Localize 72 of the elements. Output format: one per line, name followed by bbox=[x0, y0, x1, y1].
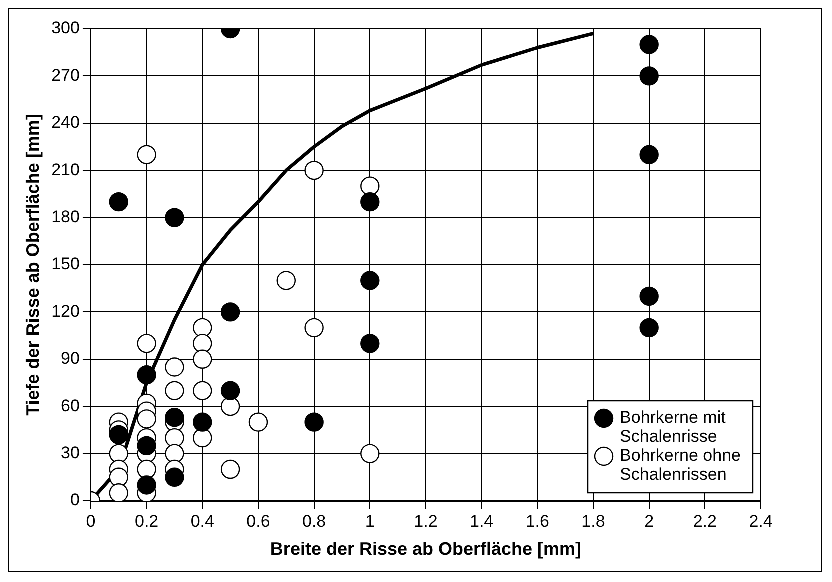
x-tick-label: 1.6 bbox=[526, 512, 550, 531]
point bbox=[360, 444, 380, 464]
y-tick-label: 240 bbox=[52, 113, 80, 132]
point bbox=[640, 66, 659, 86]
point bbox=[360, 176, 380, 196]
y-tick-label: 90 bbox=[61, 349, 80, 368]
x-tick-label: 1.4 bbox=[470, 512, 494, 531]
point bbox=[248, 412, 268, 432]
point bbox=[165, 444, 184, 464]
point bbox=[137, 366, 156, 385]
x-tick-label: 0.4 bbox=[190, 512, 214, 531]
point bbox=[640, 286, 659, 306]
point bbox=[137, 476, 156, 495]
point bbox=[109, 192, 128, 212]
point bbox=[640, 318, 659, 338]
point bbox=[137, 145, 156, 164]
x-tick-label: 0.2 bbox=[134, 512, 159, 531]
point bbox=[137, 436, 156, 456]
y-tick-label: 300 bbox=[52, 18, 80, 38]
point bbox=[304, 412, 324, 432]
point bbox=[109, 425, 128, 445]
y-tick-label: 270 bbox=[52, 66, 80, 85]
point bbox=[360, 334, 380, 354]
y-axis-title: Tiefe der Risse ab Oberfläche [mm] bbox=[22, 114, 43, 416]
point bbox=[304, 161, 324, 180]
x-axis-title: Breite der Risse ab Oberfläche [mm] bbox=[270, 539, 582, 560]
point bbox=[109, 468, 128, 487]
x-tick-label: 0 bbox=[86, 512, 96, 531]
point bbox=[109, 484, 128, 501]
y-tick-label: 0 bbox=[70, 490, 80, 510]
y-tick-label: 120 bbox=[52, 302, 80, 321]
point bbox=[137, 460, 156, 480]
point bbox=[109, 444, 128, 464]
point bbox=[304, 318, 324, 338]
point bbox=[193, 350, 212, 369]
y-tick-label: 150 bbox=[52, 254, 80, 274]
point bbox=[220, 397, 240, 416]
point bbox=[640, 35, 659, 54]
point bbox=[193, 428, 212, 448]
y-tick-label: 30 bbox=[61, 443, 80, 462]
point bbox=[193, 334, 212, 354]
point bbox=[193, 381, 212, 400]
point bbox=[220, 302, 240, 322]
point bbox=[137, 410, 156, 429]
x-tick-label: 2.4 bbox=[749, 512, 773, 531]
point bbox=[193, 318, 212, 338]
point bbox=[165, 408, 184, 428]
x-tick-label: 0.6 bbox=[246, 512, 270, 531]
x-tick-label: 1.8 bbox=[582, 512, 606, 531]
point bbox=[360, 192, 380, 212]
y-tick-label: 210 bbox=[52, 160, 80, 180]
point bbox=[276, 271, 296, 290]
x-tick-label: 2 bbox=[644, 512, 654, 531]
point bbox=[165, 208, 184, 228]
x-tick-label: 0.8 bbox=[302, 512, 326, 531]
legend-label: Bohrkerne mit Schalenrisse bbox=[620, 408, 726, 446]
point bbox=[165, 428, 184, 448]
y-tick-label: 60 bbox=[61, 396, 80, 416]
y-tick-label: 180 bbox=[52, 207, 80, 226]
x-tick-label: 1 bbox=[365, 512, 375, 531]
x-tick-label: 2.2 bbox=[693, 512, 717, 531]
point bbox=[640, 145, 659, 164]
x-tick-label: 1.2 bbox=[414, 512, 438, 531]
point bbox=[360, 271, 380, 290]
point bbox=[165, 358, 184, 377]
point bbox=[165, 381, 184, 400]
point bbox=[220, 381, 240, 400]
point bbox=[165, 468, 184, 487]
point bbox=[193, 412, 212, 432]
legend-label: Bohrkerne ohne Schalenrissen bbox=[620, 446, 742, 484]
point bbox=[137, 334, 156, 354]
point bbox=[220, 460, 240, 480]
